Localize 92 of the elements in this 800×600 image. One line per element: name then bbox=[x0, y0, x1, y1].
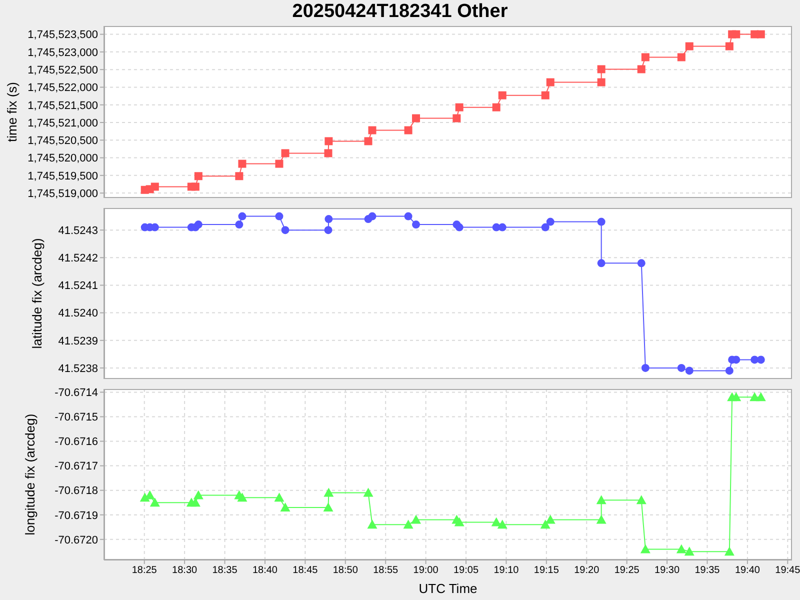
point bbox=[725, 366, 734, 375]
x-tick-label: 19:45 bbox=[775, 565, 800, 576]
point bbox=[367, 520, 378, 529]
point bbox=[756, 356, 765, 364]
point bbox=[684, 546, 694, 556]
y-tick-label: 1,745,522,000 bbox=[28, 82, 98, 94]
point bbox=[235, 220, 244, 229]
y-tick-label: 1,745,520,000 bbox=[28, 152, 98, 165]
point bbox=[637, 259, 646, 268]
y-tick-label: 1,745,519,000 bbox=[28, 188, 98, 200]
x-tick-label: 18:35 bbox=[212, 565, 238, 576]
y-tick-label: -70.6720 bbox=[54, 534, 98, 546]
y-tick-label: 1,745,523,500 bbox=[28, 29, 98, 42]
x-tick-label: 18:40 bbox=[252, 565, 278, 576]
y-axis-title: latitude fix (arcdeg) bbox=[30, 238, 44, 349]
y-tick-label: 1,745,523,000 bbox=[28, 46, 98, 59]
x-tick-label: 19:40 bbox=[734, 565, 760, 576]
x-tick-label: 18:30 bbox=[172, 565, 198, 576]
point bbox=[597, 218, 606, 226]
point bbox=[150, 498, 160, 507]
point bbox=[545, 514, 556, 524]
point bbox=[641, 364, 650, 372]
x-tick-label: 19:35 bbox=[694, 565, 720, 576]
x-tick-label: 19:05 bbox=[453, 565, 479, 576]
point bbox=[596, 495, 606, 504]
point bbox=[237, 492, 248, 502]
point bbox=[676, 544, 686, 554]
x-tick-label: 19:20 bbox=[574, 565, 600, 576]
point bbox=[497, 520, 508, 529]
point bbox=[731, 392, 742, 402]
point bbox=[677, 364, 686, 372]
point bbox=[324, 215, 333, 224]
y-tick-label: 41.5238 bbox=[58, 362, 98, 375]
point bbox=[640, 544, 650, 554]
y-tick-label: -70.6716 bbox=[54, 436, 98, 448]
point bbox=[324, 488, 334, 497]
y-tick-label: 1,745,522,500 bbox=[28, 64, 98, 76]
point bbox=[685, 366, 694, 375]
point bbox=[324, 226, 332, 234]
point bbox=[363, 488, 374, 497]
y-tick-label: -70.6719 bbox=[54, 510, 98, 522]
y-tick-label: -70.6715 bbox=[54, 412, 98, 424]
point bbox=[193, 490, 204, 500]
point bbox=[368, 212, 376, 220]
point bbox=[498, 223, 506, 232]
y-axis-title: time fix (s) bbox=[4, 82, 20, 142]
y-tick-label: 1,745,519,500 bbox=[28, 170, 98, 182]
x-tick-label: 18:45 bbox=[292, 565, 318, 576]
point bbox=[596, 514, 606, 524]
point bbox=[275, 212, 284, 220]
x-tick-label: 19:25 bbox=[614, 565, 640, 576]
point bbox=[546, 218, 554, 226]
point bbox=[636, 495, 646, 504]
x-tick-label: 18:55 bbox=[373, 565, 399, 576]
y-tick-label: -70.6718 bbox=[54, 485, 98, 498]
y-tick-label: 1,745,521,500 bbox=[28, 100, 98, 112]
point bbox=[323, 502, 334, 512]
x-tick-label: 18:25 bbox=[132, 565, 158, 576]
y-tick-label: 41.5243 bbox=[58, 224, 98, 237]
point bbox=[541, 223, 550, 232]
x-tick-label: 19:30 bbox=[654, 565, 680, 576]
point bbox=[454, 517, 464, 526]
x-tick-label: 19:15 bbox=[534, 565, 560, 576]
point bbox=[194, 220, 202, 229]
y-tick-label: 41.5242 bbox=[58, 252, 98, 265]
point bbox=[455, 223, 464, 232]
x-axis-title: UTC Time bbox=[418, 581, 478, 596]
chart-title: 20250424T182341 Other bbox=[291, 1, 509, 23]
y-tick-label: 41.5240 bbox=[58, 308, 98, 320]
y-tick-label: 1,745,520,500 bbox=[28, 135, 98, 148]
x-tick-label: 19:00 bbox=[413, 565, 439, 576]
point bbox=[281, 226, 290, 234]
point bbox=[411, 514, 422, 524]
point bbox=[412, 220, 420, 229]
x-tick-label: 18:50 bbox=[332, 565, 358, 576]
y-tick-label: 41.5241 bbox=[58, 280, 98, 292]
point bbox=[724, 546, 734, 556]
x-tick-label: 19:10 bbox=[494, 565, 520, 576]
y-tick-label: -70.6714 bbox=[54, 387, 98, 400]
y-tick-label: -70.6717 bbox=[54, 460, 98, 473]
point bbox=[540, 520, 550, 529]
y-tick-label: 41.5239 bbox=[58, 335, 98, 348]
y-tick-label: 1,745,521,000 bbox=[28, 117, 98, 130]
y-axis-title: longitude fix (arcdeg) bbox=[22, 414, 38, 536]
point bbox=[280, 502, 290, 512]
point bbox=[597, 259, 606, 268]
point bbox=[403, 520, 414, 529]
point bbox=[274, 492, 284, 502]
point bbox=[190, 498, 200, 507]
point bbox=[238, 212, 246, 220]
point bbox=[404, 212, 412, 220]
point bbox=[756, 392, 766, 402]
